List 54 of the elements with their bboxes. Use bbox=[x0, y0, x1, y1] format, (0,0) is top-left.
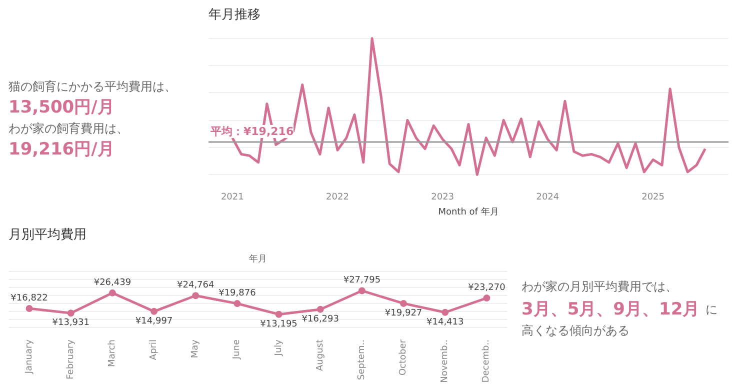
point bbox=[275, 310, 282, 318]
text: 3月、5月、9月、12月 bbox=[522, 300, 700, 320]
point bbox=[358, 287, 366, 294]
x-tick-label: 2025 bbox=[642, 192, 665, 202]
text: に bbox=[706, 302, 718, 316]
x-tick-label: August bbox=[315, 339, 326, 371]
data-label: ¥13,195 bbox=[260, 319, 298, 330]
data-label: ¥14,413 bbox=[426, 317, 464, 328]
x-tick-label: October bbox=[398, 339, 409, 376]
point bbox=[234, 300, 241, 308]
x-tick-label: March bbox=[107, 340, 118, 367]
x-tick-label: June bbox=[232, 339, 242, 360]
point bbox=[400, 300, 408, 307]
x-tick-label: May bbox=[190, 338, 201, 358]
data-label: ¥19,927 bbox=[384, 308, 422, 318]
data-label: ¥23,270 bbox=[468, 283, 506, 294]
data-label: ¥24,764 bbox=[177, 280, 215, 291]
point bbox=[316, 306, 324, 313]
point bbox=[108, 289, 116, 296]
text: わが家の飼育費用は、 bbox=[8, 122, 128, 136]
x-tick-label: January bbox=[24, 338, 34, 375]
text: 高くなる傾向がある bbox=[522, 324, 630, 338]
x-axis-title: 年月 bbox=[249, 254, 267, 264]
ref-line-label: 平均：¥19,216 bbox=[210, 124, 294, 138]
x-tick-label: April bbox=[149, 339, 160, 360]
chart-title: 月別平均費用 bbox=[8, 228, 86, 242]
text: 19,216円/月 bbox=[8, 140, 114, 160]
data-label: ¥26,439 bbox=[94, 278, 132, 288]
text: 13,500円/月 bbox=[8, 98, 114, 118]
data-label: ¥14,997 bbox=[135, 316, 173, 326]
x-tick-label: 2024 bbox=[536, 192, 560, 202]
point bbox=[150, 308, 158, 315]
x-tick-label: 2023 bbox=[431, 192, 454, 202]
x-axis-title: Month of 年月 bbox=[438, 206, 499, 218]
data-label: ¥16,822 bbox=[10, 293, 48, 304]
point bbox=[26, 304, 33, 312]
text: 猫の飼育にかかる平均費用は、 bbox=[8, 80, 176, 94]
x-tick-label: Decemb.. bbox=[482, 340, 492, 383]
data-label: ¥16,293 bbox=[302, 314, 339, 324]
x-tick-label: Septem.. bbox=[356, 339, 367, 380]
x-tick-label: February bbox=[66, 338, 76, 380]
chart-title: 年月推移 bbox=[208, 8, 260, 22]
text: わが家の月別平均費用では、 bbox=[522, 280, 678, 294]
data-label: ¥13,931 bbox=[52, 318, 90, 328]
x-tick-label: 2021 bbox=[220, 192, 244, 202]
x-tick-label: Novemb.. bbox=[440, 339, 450, 383]
point bbox=[192, 292, 200, 300]
data-label: ¥19,876 bbox=[218, 288, 256, 299]
point bbox=[442, 308, 449, 316]
data-label: ¥27,795 bbox=[343, 276, 381, 286]
point bbox=[67, 310, 74, 317]
x-tick-label: 2022 bbox=[326, 192, 349, 202]
point bbox=[483, 294, 490, 302]
x-tick-label: July bbox=[274, 338, 284, 357]
